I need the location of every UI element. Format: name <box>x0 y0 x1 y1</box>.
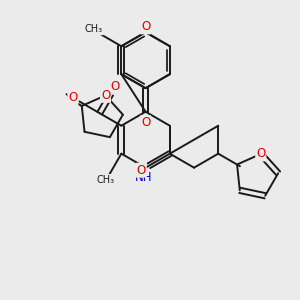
Text: O: O <box>141 20 150 33</box>
Text: NH: NH <box>135 172 153 184</box>
Text: O: O <box>110 80 119 93</box>
Text: O: O <box>68 91 77 104</box>
Text: O: O <box>136 164 146 177</box>
Text: CH₃: CH₃ <box>85 24 103 34</box>
Text: CH₃: CH₃ <box>97 175 115 185</box>
Text: O: O <box>141 116 150 129</box>
Text: O: O <box>256 148 266 160</box>
Text: O: O <box>101 89 110 102</box>
